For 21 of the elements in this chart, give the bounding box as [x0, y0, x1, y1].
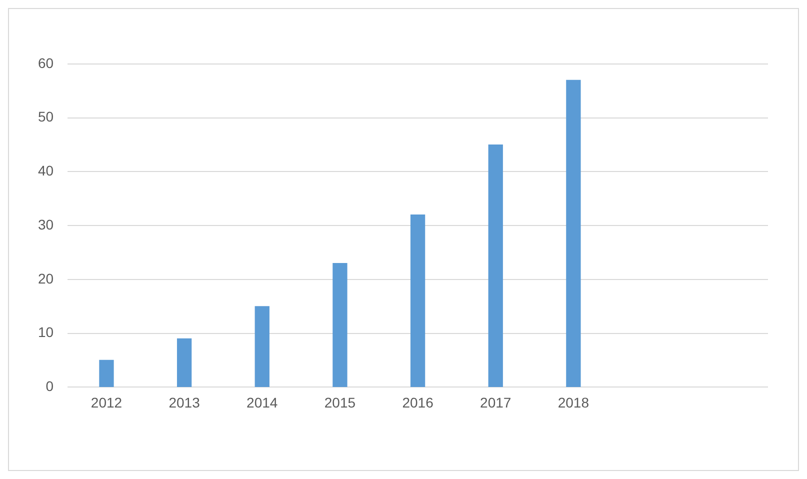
bar	[99, 360, 114, 388]
y-tick-label: 40	[38, 162, 54, 179]
x-tick-label: 2016	[402, 394, 434, 410]
y-tick-label: 30	[38, 216, 54, 232]
x-tick-label: 2012	[90, 394, 122, 410]
x-tick-label: 2013	[168, 394, 200, 410]
bar	[410, 214, 426, 388]
y-tick-label: 50	[38, 108, 54, 125]
x-tick-label: 2015	[324, 394, 356, 410]
x-tick-label: 2014	[246, 394, 278, 410]
y-tick-label: 60	[38, 54, 54, 71]
y-tick-label: 20	[38, 270, 54, 286]
x-tick-label: 2018	[558, 394, 590, 410]
bar	[332, 262, 348, 388]
x-tick-label: 2017	[480, 394, 512, 410]
bar	[254, 306, 270, 388]
y-tick-label: 0	[46, 378, 54, 394]
bar	[488, 144, 503, 388]
bar	[176, 338, 192, 388]
bar	[566, 80, 581, 388]
y-tick-label: 10	[38, 324, 54, 340]
